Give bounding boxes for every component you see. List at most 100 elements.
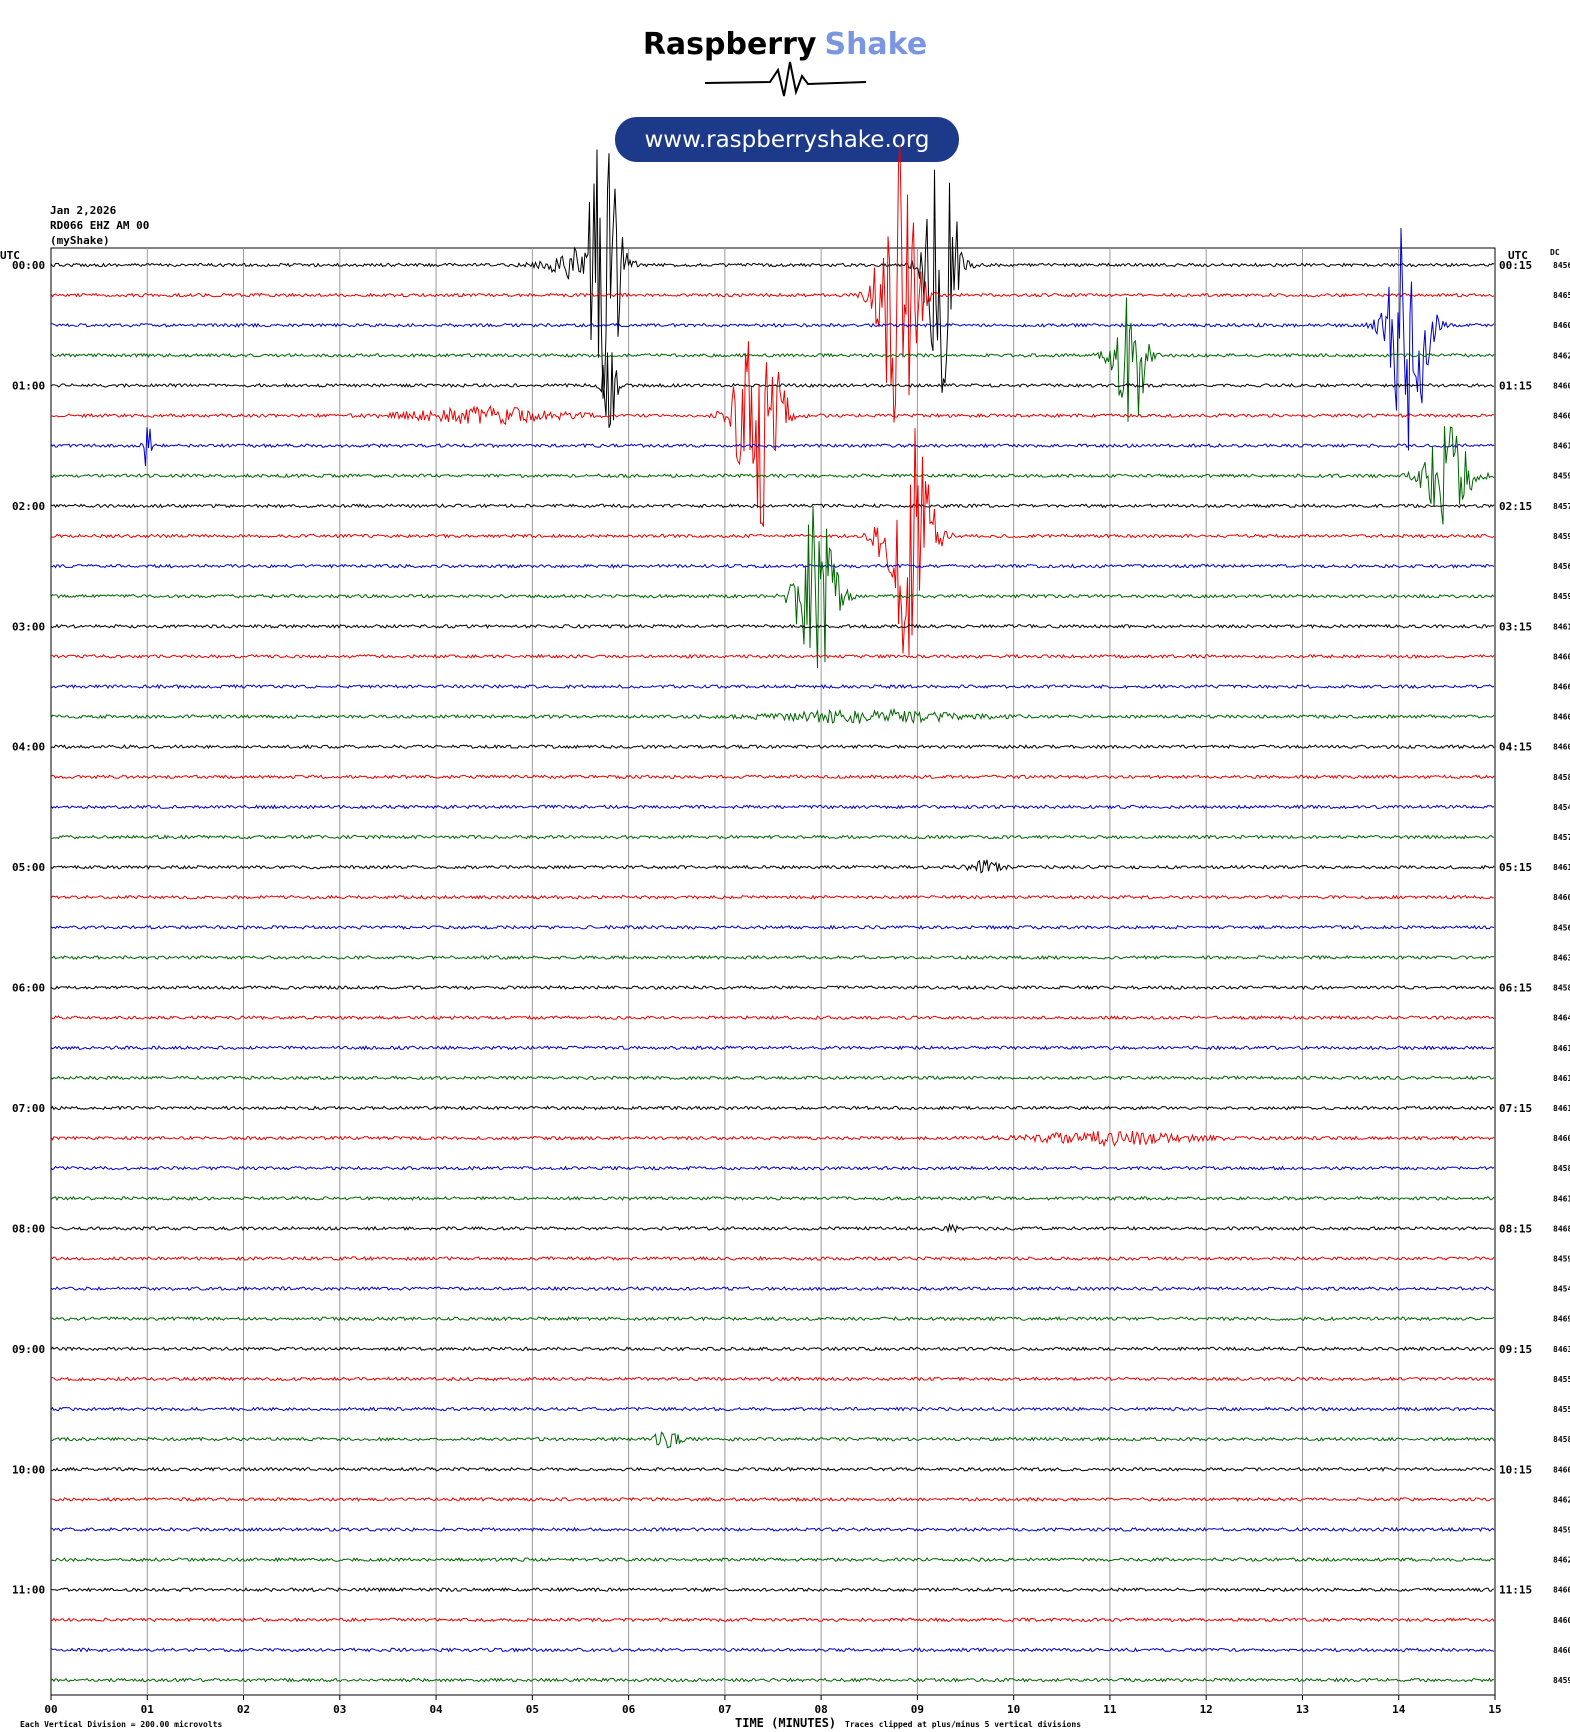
trace <box>50 924 1495 930</box>
dc-value: 8460 <box>1553 321 1570 330</box>
dc-value: 8458 <box>1553 984 1570 993</box>
dc-value: 8468 <box>1553 1224 1570 1233</box>
x-tick-label: 08 <box>815 1703 828 1716</box>
left-time-label: 02:00 <box>12 500 45 513</box>
trace <box>50 984 1495 990</box>
left-time-label: 00:00 <box>12 259 45 272</box>
dc-value: 8460 <box>1553 381 1570 390</box>
dc-value: 8454 <box>1553 803 1570 812</box>
trace <box>50 653 1495 660</box>
right-time-label: 05:15 <box>1499 861 1532 874</box>
trace <box>50 1677 1495 1683</box>
dc-value: 8458 <box>1553 1435 1570 1444</box>
trace <box>50 145 1495 423</box>
left-time-label: 09:00 <box>12 1343 45 1356</box>
trace <box>50 1406 1495 1412</box>
trace <box>50 1075 1495 1081</box>
trace <box>50 1346 1495 1352</box>
trace <box>50 744 1495 750</box>
dc-value: 8459 <box>1553 532 1570 541</box>
dc-value: 8461 <box>1553 1104 1570 1113</box>
trace <box>50 1045 1495 1051</box>
right-time-label: 07:15 <box>1499 1102 1532 1115</box>
trace <box>50 1496 1495 1503</box>
dc-value: 8459 <box>1553 472 1570 481</box>
trace <box>50 774 1495 780</box>
trace <box>50 1466 1495 1472</box>
trace <box>50 297 1495 422</box>
dc-value: 8456 <box>1553 562 1570 571</box>
x-tick-label: 06 <box>622 1703 636 1716</box>
right-time-label: 01:15 <box>1499 379 1532 392</box>
dc-value: 8455 <box>1553 1405 1570 1414</box>
dc-value: 8460 <box>1553 1646 1570 1655</box>
trace <box>50 954 1495 961</box>
dc-value: 8460 <box>1553 713 1570 722</box>
trace <box>50 563 1495 569</box>
right-axis-title: UTC <box>1508 249 1528 262</box>
x-tick-label: 12 <box>1200 1703 1213 1716</box>
dc-value: 8466 <box>1553 682 1570 691</box>
x-axis-title: TIME (MINUTES) <box>735 1716 836 1730</box>
dc-value: 8462 <box>1553 351 1570 360</box>
right-time-label: 04:15 <box>1499 741 1532 754</box>
right-time-label: 03:15 <box>1499 620 1532 633</box>
trace <box>50 1165 1495 1171</box>
left-time-label: 11:00 <box>12 1584 45 1597</box>
x-tick-label: 02 <box>237 1703 250 1716</box>
trace <box>50 428 1495 656</box>
trace <box>50 341 1495 527</box>
left-time-label: 10:00 <box>12 1463 45 1476</box>
trace <box>50 1556 1495 1563</box>
dc-value: 8460 <box>1553 1616 1570 1625</box>
right-time-label: 09:15 <box>1499 1343 1532 1356</box>
dc-value: 8458 <box>1553 1164 1570 1173</box>
left-time-label: 04:00 <box>12 741 45 754</box>
x-tick-label: 13 <box>1296 1703 1309 1716</box>
trace <box>50 1587 1495 1593</box>
left-time-label: 01:00 <box>12 379 45 392</box>
x-tick-label: 05 <box>526 1703 539 1716</box>
network: (myShake) <box>50 234 110 247</box>
dc-value: 8460 <box>1553 1465 1570 1474</box>
dc-value: 8464 <box>1553 1014 1570 1023</box>
dc-value: 8461 <box>1553 1194 1570 1203</box>
right-time-label: 10:15 <box>1499 1463 1532 1476</box>
dc-value: 8460 <box>1553 893 1570 902</box>
brand-accent: Shake <box>824 27 927 62</box>
trace <box>50 894 1495 900</box>
x-tick-label: 09 <box>911 1703 924 1716</box>
x-tick-label: 01 <box>141 1703 155 1716</box>
trace <box>50 1647 1495 1653</box>
dc-value: 8461 <box>1553 622 1570 631</box>
dc-value: 8465 <box>1553 291 1570 300</box>
dc-value: 8461 <box>1553 1074 1570 1083</box>
trace <box>50 683 1495 690</box>
dc-value: 8462 <box>1553 1556 1570 1565</box>
url-pill <box>615 117 959 162</box>
x-tick-label: 00 <box>44 1703 57 1716</box>
right-time-label: 11:15 <box>1499 1584 1532 1597</box>
dc-value: 8458 <box>1553 773 1570 782</box>
trace <box>50 149 1495 399</box>
dc-value: 8460 <box>1553 743 1570 752</box>
dc-value: 8457 <box>1553 502 1570 511</box>
trace <box>51 227 1495 451</box>
trace <box>50 859 1495 874</box>
trace <box>50 1617 1495 1623</box>
right-time-label: 08:15 <box>1499 1222 1532 1235</box>
brand: Raspberry <box>643 27 817 62</box>
station: RD066 EHZ AM 00 <box>50 219 149 232</box>
trace <box>50 426 1495 525</box>
x-tick-label: 11 <box>1103 1703 1117 1716</box>
clip-note: Traces clipped at plus/minus 5 vertical … <box>845 1719 1081 1729</box>
dc-value: 8460 <box>1553 652 1570 661</box>
dc-value: 8463 <box>1553 1345 1570 1354</box>
x-tick-label: 15 <box>1488 1703 1501 1716</box>
dc-value: 8459 <box>1553 592 1570 601</box>
x-tick-label: 04 <box>429 1703 443 1716</box>
trace <box>50 1286 1495 1292</box>
dc-value: 8461 <box>1553 1044 1570 1053</box>
dc-value: 8459 <box>1553 1525 1570 1534</box>
